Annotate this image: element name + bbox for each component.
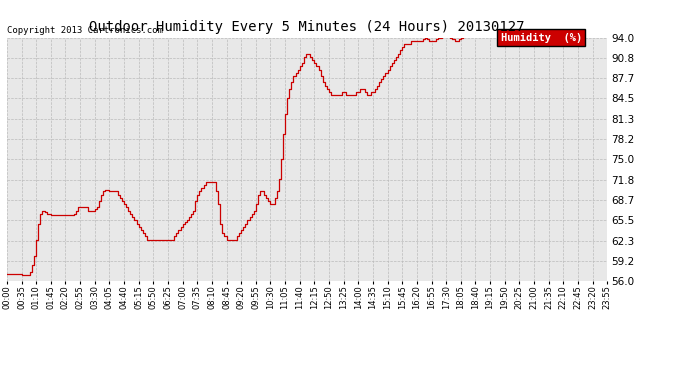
Title: Outdoor Humidity Every 5 Minutes (24 Hours) 20130127: Outdoor Humidity Every 5 Minutes (24 Hou… (89, 20, 525, 33)
Text: Humidity  (%): Humidity (%) (500, 33, 582, 42)
Text: Copyright 2013 Cartronics.com: Copyright 2013 Cartronics.com (7, 26, 163, 35)
